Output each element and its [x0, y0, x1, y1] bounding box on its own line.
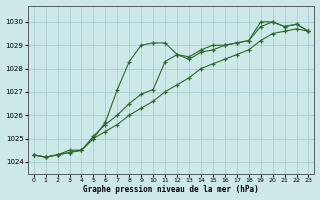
- X-axis label: Graphe pression niveau de la mer (hPa): Graphe pression niveau de la mer (hPa): [83, 185, 259, 194]
